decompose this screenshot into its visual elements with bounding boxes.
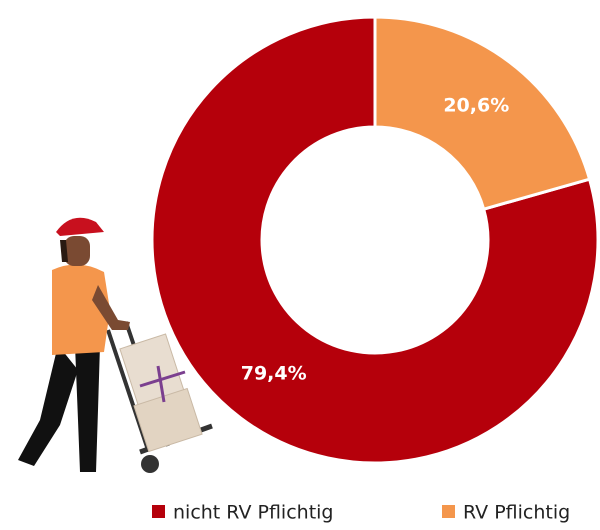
value-label: 79,4% <box>241 363 307 385</box>
legend-label: nicht RV Pflichtig <box>173 502 333 524</box>
slice <box>150 15 600 465</box>
legend-swatch <box>442 505 455 518</box>
slice <box>373 15 592 212</box>
value-label: 20,6% <box>443 94 509 116</box>
legend-swatch <box>152 505 165 518</box>
legend-label: RV Pflichtig <box>463 502 570 524</box>
delivery-illustration <box>18 217 213 473</box>
